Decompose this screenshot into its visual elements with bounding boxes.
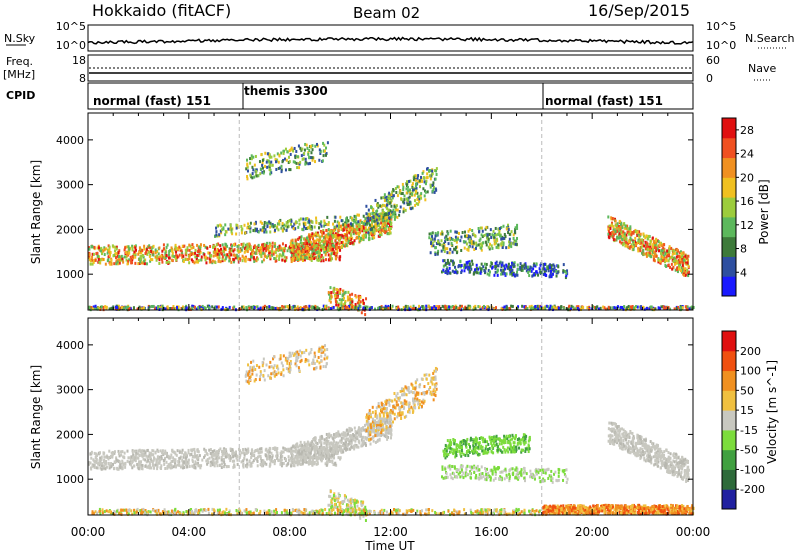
power-data-layer <box>88 141 695 317</box>
freq-label: Freq. <box>6 55 33 68</box>
velocity-axes: 1000 2000 3000 4000 <box>56 318 694 515</box>
colorbar-swatch <box>722 177 736 198</box>
colorbar-swatch <box>722 216 736 238</box>
colorbar-tick-label: 100 <box>740 365 761 378</box>
colorbar-swatch <box>722 197 736 218</box>
nsearch-label: N.Search <box>745 32 795 45</box>
colorbar-swatch <box>722 370 736 391</box>
x-tick-label: 12:00 <box>373 525 408 539</box>
colorbar-swatch <box>722 350 736 372</box>
colorbar-tick-label: 28 <box>740 124 754 137</box>
colorbar-swatch <box>722 137 736 159</box>
nsky-trace <box>87 36 694 45</box>
freq-tick-bottom: 8 <box>79 72 86 85</box>
x-tick-label: 20:00 <box>575 525 610 539</box>
colorbar-swatch <box>722 118 736 139</box>
cpid-segment-2: themis 3300 <box>244 84 328 98</box>
y-tick-label: 2000 <box>56 428 84 441</box>
colorbar-tick-label: -15 <box>740 424 758 437</box>
nave-label: Nave <box>748 62 776 75</box>
freq-tick-top: 18 <box>72 54 86 67</box>
colorbar-tick-label: 50 <box>740 384 754 397</box>
y-tick-label: 2000 <box>56 223 84 236</box>
colorbar-tick-label: -200 <box>740 483 765 496</box>
colorbar-swatch <box>722 256 736 277</box>
power-ylabel: Slant Range [km] <box>29 160 43 264</box>
date-title: 16/Sep/2015 <box>588 1 690 20</box>
freq-panel-frame <box>87 54 694 82</box>
colorbar-swatch <box>722 157 736 178</box>
colorbar-frame <box>721 330 737 510</box>
colorbar-tick-label: 4 <box>740 266 747 279</box>
cpid-segment-1: normal (fast) 151 <box>93 94 211 108</box>
power-colorbar-label: Power [dB] <box>757 179 771 244</box>
nsearch-tick-top: 10^5 <box>706 20 736 33</box>
nsearch-tick-bottom: 10^0 <box>706 39 736 52</box>
time-axis-ticks: 00:00 04:00 08:00 12:00 16:00 20:00 00:00 <box>71 525 711 539</box>
velocity-colorbar: 200 100 50 15 -15 -50 -100 -200 <box>721 330 765 510</box>
nave-tick-bottom: 0 <box>706 72 713 85</box>
colorbar-swatch <box>722 276 736 297</box>
colorbar-tick-label: 15 <box>740 404 754 417</box>
colorbar-swatch <box>722 469 736 490</box>
velocity-ylabel: Slant Range [km] <box>29 365 43 469</box>
beam-title: Beam 02 <box>353 4 420 22</box>
x-tick-label: 16:00 <box>474 525 509 539</box>
x-tick-label: 04:00 <box>172 525 207 539</box>
colorbar-swatch <box>722 489 736 510</box>
colorbar-frame <box>721 117 737 297</box>
colorbar-tick-label: 24 <box>740 148 754 161</box>
colorbar-tick-label: 20 <box>740 171 754 184</box>
y-tick-label: 1000 <box>56 473 84 486</box>
colorbar-tick-label: -50 <box>740 444 758 457</box>
y-tick-label: 1000 <box>56 268 84 281</box>
y-tick-label: 3000 <box>56 179 84 192</box>
freq-unit-label: [MHz] <box>3 68 35 81</box>
y-tick-label: 4000 <box>56 134 84 147</box>
x-tick-label: 08:00 <box>272 525 307 539</box>
colorbar-swatch <box>722 449 736 470</box>
nsky-panel-frame <box>87 24 694 52</box>
colorbar-tick-label: 200 <box>740 345 761 358</box>
velocity-colorbar-label: Velocity [m s^-1] <box>765 360 779 464</box>
velocity-data-layer <box>88 344 695 522</box>
nsky-tick-top: 10^5 <box>56 20 86 33</box>
power-axes: 1000 2000 3000 4000 <box>56 113 694 310</box>
nsky-label: N.Sky <box>4 32 36 45</box>
colorbar-tick-label: 16 <box>740 195 754 208</box>
colorbar-swatch <box>722 429 736 451</box>
colorbar-swatch <box>722 410 736 431</box>
x-tick-label: 00:00 <box>71 525 106 539</box>
nave-tick-top: 60 <box>706 54 720 67</box>
cpid-label: CPID <box>6 89 35 102</box>
power-colorbar: 28 24 20 16 12 8 4 <box>721 117 754 297</box>
colorbar-swatch <box>722 390 736 411</box>
site-title: Hokkaido (fitACF) <box>92 1 231 20</box>
colorbar-tick-label: 12 <box>740 219 754 232</box>
colorbar-swatch <box>722 331 736 352</box>
cpid-segment-3: normal (fast) 151 <box>545 94 663 108</box>
y-tick-label: 4000 <box>56 339 84 352</box>
y-tick-label: 3000 <box>56 384 84 397</box>
cpid-panel-frame <box>87 82 694 110</box>
x-tick-label: 00:00 <box>676 525 711 539</box>
colorbar-tick-label: 8 <box>740 243 747 256</box>
colorbar-tick-label: -100 <box>740 463 765 476</box>
colorbar-swatch <box>722 236 736 257</box>
nsky-tick-bottom: 10^0 <box>56 39 86 52</box>
time-axis-label: Time UT <box>364 539 415 553</box>
